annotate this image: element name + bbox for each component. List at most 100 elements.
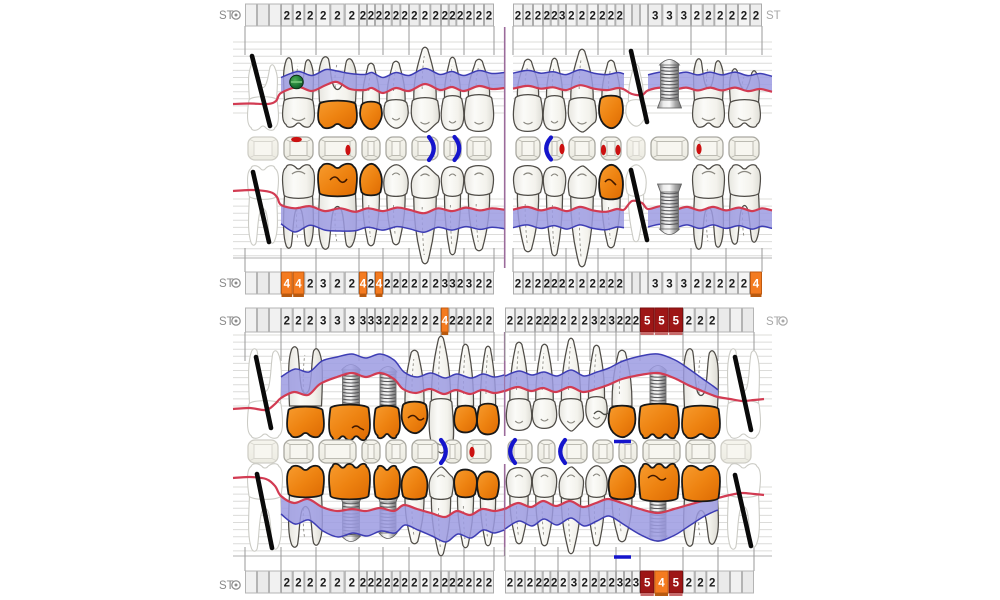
svg-text:2: 2 [560,316,566,328]
svg-text:2: 2 [625,316,631,328]
svg-text:2: 2 [579,279,585,291]
svg-text:2: 2 [579,11,585,23]
svg-text:2: 2 [571,316,577,328]
svg-text:5: 5 [673,578,680,590]
svg-text:3: 3 [360,316,366,328]
svg-text:2: 2 [705,11,711,23]
svg-text:2: 2 [401,11,407,23]
svg-text:2: 2 [543,578,549,590]
svg-text:2: 2 [551,279,557,291]
svg-text:2: 2 [608,279,614,291]
svg-text:2: 2 [422,11,428,23]
svg-text:2: 2 [486,316,492,328]
svg-text:3: 3 [334,316,340,328]
svg-text:3: 3 [368,316,374,328]
svg-text:2: 2 [320,11,326,23]
svg-text:2: 2 [705,279,711,291]
svg-text:2: 2 [507,578,513,590]
svg-text:3: 3 [652,11,658,23]
svg-text:2: 2 [486,279,492,291]
svg-text:2: 2 [686,316,692,328]
svg-text:2: 2 [349,279,355,291]
svg-text:2: 2 [349,578,355,590]
svg-text:2: 2 [476,578,482,590]
svg-text:3: 3 [466,279,472,291]
svg-text:2: 2 [307,11,313,23]
svg-text:2: 2 [368,11,374,23]
svg-text:2: 2 [401,578,407,590]
svg-text:2: 2 [376,11,382,23]
svg-text:2: 2 [581,316,587,328]
svg-text:2: 2 [360,11,366,23]
svg-text:2: 2 [525,11,531,23]
svg-text:2: 2 [568,11,574,23]
svg-text:4: 4 [284,279,291,291]
svg-text:2: 2 [616,11,622,23]
svg-text:2: 2 [729,11,735,23]
svg-text:3: 3 [617,578,623,590]
svg-text:2: 2 [717,11,723,23]
svg-text:2: 2 [515,11,521,23]
svg-text:2: 2 [527,578,533,590]
svg-text:2: 2 [368,279,374,291]
svg-text:2: 2 [449,578,455,590]
svg-text:2: 2 [457,316,463,328]
svg-text:2: 2 [608,578,614,590]
svg-text:2: 2 [432,11,438,23]
svg-text:2: 2 [544,279,550,291]
svg-text:2: 2 [384,316,390,328]
svg-text:2: 2 [741,11,747,23]
svg-text:2: 2 [449,11,455,23]
svg-text:2: 2 [527,316,533,328]
svg-text:2: 2 [295,578,301,590]
svg-text:2: 2 [694,279,700,291]
svg-text:4: 4 [360,279,367,291]
svg-text:2: 2 [432,578,438,590]
svg-text:2: 2 [320,578,326,590]
svg-text:ST: ST [766,316,781,328]
svg-text:2: 2 [442,11,448,23]
svg-text:2: 2 [686,578,692,590]
svg-text:2: 2 [307,316,313,328]
svg-text:4: 4 [376,279,383,291]
svg-text:2: 2 [334,11,340,23]
svg-text:2: 2 [625,578,631,590]
svg-text:2: 2 [411,279,417,291]
svg-text:3: 3 [652,279,658,291]
svg-text:2: 2 [334,578,340,590]
svg-text:3: 3 [376,316,382,328]
svg-text:2: 2 [422,316,428,328]
svg-text:2: 2 [422,578,428,590]
svg-text:2: 2 [633,316,639,328]
svg-text:2: 2 [507,316,513,328]
svg-text:3: 3 [633,578,639,590]
svg-text:5: 5 [644,578,651,590]
svg-text:2: 2 [307,279,313,291]
svg-text:2: 2 [401,316,407,328]
svg-text:2: 2 [384,578,390,590]
svg-text:2: 2 [432,316,438,328]
svg-text:2: 2 [551,316,557,328]
svg-text:2: 2 [729,279,735,291]
svg-text:2: 2 [709,578,715,590]
svg-text:4: 4 [658,578,665,590]
svg-text:2: 2 [393,11,399,23]
svg-text:2: 2 [295,11,301,23]
svg-text:3: 3 [349,316,355,328]
svg-text:2: 2 [741,279,747,291]
svg-text:2: 2 [384,279,390,291]
svg-text:2: 2 [599,11,605,23]
svg-text:5: 5 [658,316,665,328]
svg-text:2: 2 [486,11,492,23]
svg-text:2: 2 [349,11,355,23]
svg-text:2: 2 [476,11,482,23]
svg-text:2: 2 [284,578,290,590]
svg-text:3: 3 [449,279,455,291]
svg-text:4: 4 [753,279,760,291]
svg-text:2: 2 [536,316,542,328]
svg-text:2: 2 [600,316,606,328]
svg-text:2: 2 [442,578,448,590]
svg-text:2: 2 [457,11,463,23]
svg-text:2: 2 [589,11,595,23]
svg-text:2: 2 [517,578,523,590]
